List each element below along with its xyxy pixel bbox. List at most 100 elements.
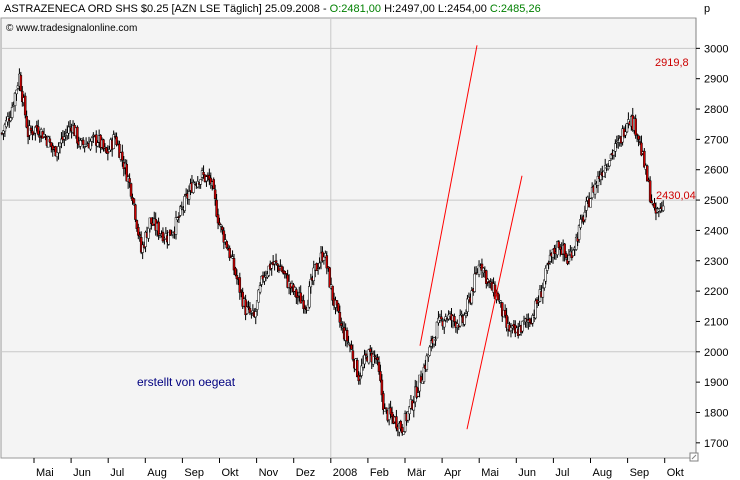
candle-body xyxy=(157,221,160,236)
candle-body xyxy=(316,268,320,271)
x-tick-label: Nov xyxy=(259,467,279,479)
candle-body xyxy=(485,270,488,284)
candle-body xyxy=(174,217,178,235)
candle-body xyxy=(528,318,532,323)
x-tick-label: Mär xyxy=(407,467,426,479)
candle-body xyxy=(340,323,343,326)
candle-body xyxy=(369,348,372,353)
candle-body xyxy=(132,198,136,204)
y-tick-label: 2700 xyxy=(704,134,728,146)
candle-body xyxy=(183,196,186,211)
y-tick-label: 2000 xyxy=(704,347,728,359)
candle-body xyxy=(347,342,350,344)
candle-body xyxy=(653,203,656,209)
y-tick-label: 1700 xyxy=(704,438,728,450)
candle-body xyxy=(76,126,79,144)
gridlines xyxy=(1,18,696,458)
candle-body xyxy=(302,300,305,309)
candle-body xyxy=(138,234,141,237)
candle-body xyxy=(579,219,582,228)
candle-body xyxy=(589,198,592,208)
candle-body xyxy=(470,290,474,304)
x-tick-label: Feb xyxy=(370,467,389,479)
channel-upper-line xyxy=(419,45,478,346)
candle-body xyxy=(402,431,405,435)
candle-body xyxy=(37,126,40,135)
candle-body xyxy=(463,314,466,325)
upper-channel-label: 2919,8 xyxy=(655,57,689,69)
candle-body xyxy=(90,137,94,142)
y-tick-label: 1900 xyxy=(704,377,728,389)
candle-body xyxy=(247,306,250,308)
candle-body xyxy=(416,392,420,397)
lower-channel-label: 2430,04 xyxy=(656,190,696,202)
resize-grip-icon[interactable] xyxy=(689,452,699,462)
plot-area xyxy=(0,17,697,459)
candle-body xyxy=(458,315,462,327)
y-tick-label: 2900 xyxy=(704,74,728,86)
candle-body xyxy=(15,89,18,95)
candle-body xyxy=(380,379,384,396)
x-tick-label: Apr xyxy=(444,467,461,479)
candle-body xyxy=(541,287,545,298)
candle-body xyxy=(63,136,66,140)
candle-body xyxy=(661,205,665,211)
candle-body xyxy=(125,164,128,182)
candle-body xyxy=(48,138,52,143)
candle-body xyxy=(608,160,611,167)
x-tick-label: Dez xyxy=(296,467,316,479)
candle-body xyxy=(318,262,321,268)
candle-body xyxy=(501,302,504,317)
candle-body xyxy=(567,255,571,262)
y-tick-label: 3000 xyxy=(704,43,728,55)
candle-body xyxy=(274,260,278,263)
candle-body xyxy=(284,273,288,275)
x-tick-label: Okt xyxy=(222,467,239,479)
candle-body xyxy=(521,320,524,332)
header-open: O:2481,00 xyxy=(330,3,381,15)
candle-body xyxy=(235,275,239,280)
candle-body xyxy=(583,211,587,221)
x-tick-label: Mai xyxy=(36,467,54,479)
y-tick-label: 2100 xyxy=(704,316,728,328)
candle-body xyxy=(13,92,17,106)
candle-body xyxy=(283,271,286,275)
y-tick-label: 2500 xyxy=(704,195,728,207)
candle-body xyxy=(213,189,217,200)
candle-body xyxy=(296,295,300,298)
candle-body xyxy=(308,286,311,308)
header-close: C:2485,26 xyxy=(490,3,541,15)
header-high-low: H:2497,00 L:2454,00 xyxy=(381,3,490,15)
candle-body xyxy=(58,142,62,147)
candle-body xyxy=(422,367,426,382)
candle-body xyxy=(544,268,547,282)
candle-body xyxy=(270,263,273,269)
candle-body xyxy=(232,258,236,271)
candle-body xyxy=(147,227,150,239)
x-tick-label: Jun xyxy=(73,467,91,479)
y-tick-label: 1800 xyxy=(704,407,728,419)
x-tick-label: Sep xyxy=(630,467,650,479)
candle-body xyxy=(238,277,242,293)
candle-body xyxy=(648,180,652,202)
candle-body xyxy=(477,264,481,275)
candle-body xyxy=(360,365,363,376)
candle-body xyxy=(325,255,329,269)
candle-body xyxy=(9,117,12,122)
candle-body xyxy=(234,267,237,276)
candle-body xyxy=(144,231,147,247)
candle-body xyxy=(367,349,371,364)
candle-body xyxy=(637,135,640,140)
candle-body xyxy=(192,182,195,193)
candle-body xyxy=(606,166,610,170)
candle-body xyxy=(643,150,646,168)
candle-body xyxy=(408,406,411,415)
candle-body xyxy=(23,95,27,116)
author-note: erstellt von oegeat xyxy=(137,375,236,389)
candle-body xyxy=(358,376,362,380)
candle-body xyxy=(460,313,463,316)
candle-body xyxy=(351,350,355,360)
candle-body xyxy=(215,199,218,217)
candle-body xyxy=(634,118,637,136)
candle-body xyxy=(219,224,223,227)
